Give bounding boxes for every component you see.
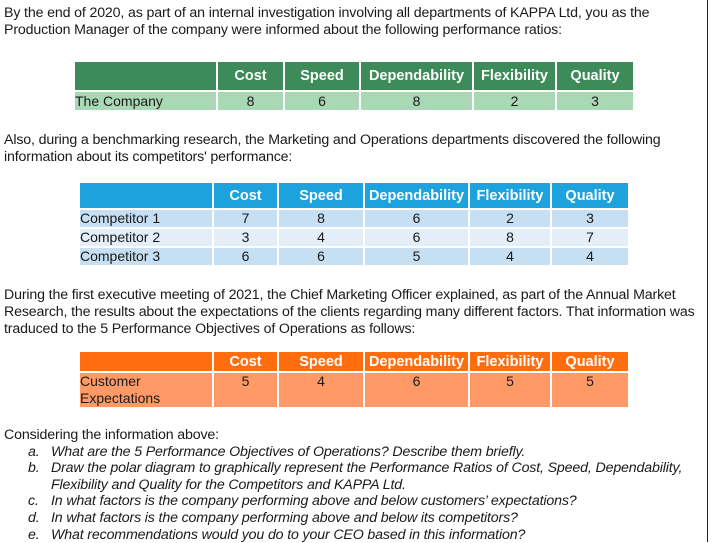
cell-dependability: 6 [365,373,468,407]
row-label: Competitor 1 [80,210,212,227]
benchmark-paragraph: Also, during a benchmarking research, th… [4,132,661,165]
cell-flexibility: 4 [470,248,550,265]
customer-expectations-table: Cost Speed Dependability Flexibility Qua… [78,350,630,409]
header-cost: Cost [218,62,283,90]
competitor-performance-table: Cost Speed Dependability Flexibility Qua… [78,181,630,267]
question-text: Draw the polar diagram to graphically re… [51,460,683,493]
header-quality: Quality [552,352,628,371]
cell-cost: 7 [214,210,277,227]
question-text: In what factors is the company performin… [51,509,518,526]
cell-quality: 7 [552,229,628,246]
cell-speed: 4 [279,229,363,246]
cell-flexibility: 5 [470,373,550,407]
header-quality: Quality [557,62,633,90]
header-dependability: Dependability [361,62,472,90]
header-dependability: Dependability [365,352,468,371]
header-dependability: Dependability [365,183,468,208]
company-performance-table: Cost Speed Dependability Flexibility Qua… [73,60,635,112]
table-row: The Company 8 6 8 2 3 [75,92,633,110]
cell-flexibility: 8 [470,229,550,246]
header-cost: Cost [214,352,277,371]
table-header-row: Cost Speed Dependability Flexibility Qua… [80,183,628,208]
header-empty-cell [80,183,212,208]
question-marker: b. [28,460,40,477]
cell-quality: 4 [552,248,628,265]
cell-quality: 3 [557,92,633,110]
row-label: Competitor 2 [80,229,212,246]
question-item: b. Draw the polar diagram to graphically… [4,460,706,493]
header-flexibility: Flexibility [474,62,555,90]
question-text: What recommendations would you do to you… [51,526,526,543]
question-marker: c. [28,493,39,510]
cell-speed: 8 [279,210,363,227]
row-label: Competitor 3 [80,248,212,265]
cell-cost: 5 [214,373,277,407]
cell-dependability: 8 [361,92,472,110]
cell-dependability: 6 [365,210,468,227]
header-speed: Speed [279,183,363,208]
question-marker: e. [28,526,40,543]
question-marker: d. [28,509,40,526]
cell-cost: 3 [214,229,277,246]
question-item: c. In what factors is the company perfor… [4,493,706,510]
cell-dependability: 6 [365,229,468,246]
table-row: Customer Expectations 5 4 6 5 5 [80,373,628,407]
questions-lead: Considering the information above: [4,427,219,443]
table-header-row: Cost Speed Dependability Flexibility Qua… [75,62,633,90]
cell-quality: 3 [552,210,628,227]
questions-list: a. What are the 5 Performance Objectives… [4,444,706,543]
table-row: Competitor 1 7 8 6 2 3 [80,210,628,227]
questions-section: Considering the information above: a. Wh… [4,427,706,543]
table-row: Competitor 3 6 6 5 4 4 [80,248,628,265]
intro-paragraph: By the end of 2020, as part of an intern… [4,5,650,38]
cell-quality: 5 [552,373,628,407]
question-item: a. What are the 5 Performance Objectives… [4,444,706,461]
market-research-paragraph: During the first executive meeting of 20… [4,287,695,337]
header-flexibility: Flexibility [470,352,550,371]
table-row: Competitor 2 3 4 6 8 7 [80,229,628,246]
question-text: In what factors is the company performin… [51,493,577,510]
cell-flexibility: 2 [470,210,550,227]
page-right-border [707,0,708,542]
question-marker: a. [28,443,40,460]
header-speed: Speed [285,62,359,90]
cell-speed: 6 [279,248,363,265]
cell-dependability: 5 [365,248,468,265]
question-item: e. What recommendations would you do to … [4,527,706,543]
cell-flexibility: 2 [474,92,555,110]
cell-cost: 6 [214,248,277,265]
row-label: Customer Expectations [80,373,212,407]
cell-cost: 8 [218,92,283,110]
question-item: d. In what factors is the company perfor… [4,510,706,527]
header-flexibility: Flexibility [470,183,550,208]
question-text: What are the 5 Performance Objectives of… [51,443,526,460]
header-quality: Quality [552,183,628,208]
cell-speed: 4 [279,373,363,407]
cell-speed: 6 [285,92,359,110]
row-label: The Company [75,92,216,110]
header-empty-cell [80,352,212,371]
header-cost: Cost [214,183,277,208]
header-empty-cell [75,62,216,90]
table-header-row: Cost Speed Dependability Flexibility Qua… [80,352,628,371]
header-speed: Speed [279,352,363,371]
